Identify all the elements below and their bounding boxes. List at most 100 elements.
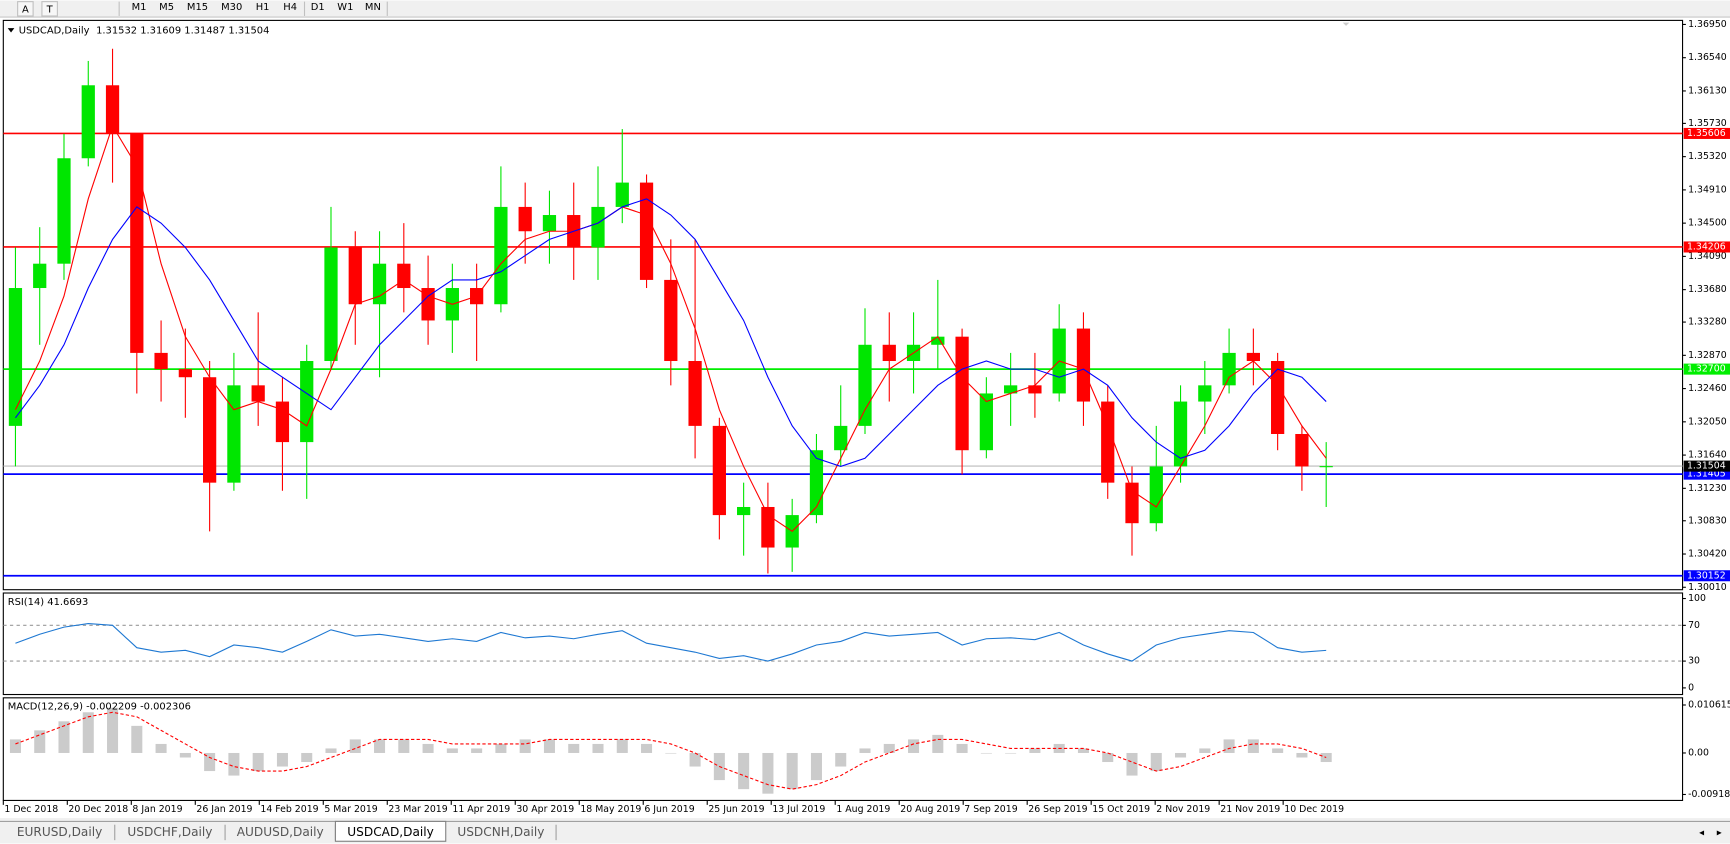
macd-bar [1175,752,1187,758]
candle-body [518,206,532,232]
candle-body [737,506,751,516]
x-tick-label: 10 Dec 2019 [1284,804,1344,815]
timeframe-button[interactable]: M1 [132,2,147,13]
level-price-label: 1.35606 [1687,128,1726,139]
moving-average [14,124,1327,533]
y-tick-label: 1.36130 [1688,85,1727,96]
pane-frame [2,19,1684,591]
candle-body [882,344,896,362]
tab-active [334,820,447,842]
candle-body [1173,401,1188,467]
level-price-box [1683,241,1730,253]
y-tick-label: 1.36540 [1688,52,1727,63]
candle-body [81,85,95,159]
candle-body [397,263,411,289]
timeframe-button[interactable]: M30 [221,2,242,13]
scroll-left[interactable]: ◂ [1699,827,1704,838]
shift-marker [1342,22,1350,26]
macd-bar [179,752,191,758]
y-tick-label: 1.31230 [1688,483,1727,494]
y-tick-label: -0.009181 [1688,789,1730,800]
macd-bar [276,752,288,767]
level-price-label: 1.30152 [1687,570,1726,581]
y-tick-label: 1.34090 [1688,251,1727,262]
macd-bar [1247,739,1259,753]
macd-bar [9,739,21,753]
timeframe-button[interactable]: H4 [283,2,297,13]
y-tick-label: 0 [1688,682,1694,693]
x-tick-label: 20 Dec 2018 [68,804,128,815]
candle-body [1076,328,1091,402]
macd-bar [859,748,871,753]
timeframe-button[interactable]: W1 [337,2,353,13]
macd-bar [908,739,920,753]
candle-body [348,247,362,305]
x-tick-label: 26 Jan 2019 [196,804,252,815]
candle-body [178,369,192,378]
macd-bar [810,752,822,781]
x-tick-label: 6 Jun 2019 [644,804,694,815]
x-tick-label: 18 May 2019 [580,804,641,815]
macd-bar [641,743,653,753]
chart-title: USDCAD,Daily 1.31532 1.31609 1.31487 1.31… [19,25,270,36]
tab[interactable]: EURUSD,Daily [17,825,102,839]
macd-bar [446,748,458,753]
x-tick-label: 15 Oct 2019 [1092,804,1150,815]
macd-bar [495,743,507,753]
macd-bar [1199,748,1211,753]
tool-button[interactable] [17,1,34,17]
macd-bar [1005,752,1017,754]
candle-body [300,361,314,443]
tool-label: T [46,4,54,15]
x-tick-label: 7 Sep 2019 [964,804,1017,815]
tab[interactable]: USDCHF,Daily [127,825,212,839]
candle-body [809,450,824,516]
candle-body [688,361,702,426]
y-tick-label: 30 [1688,656,1700,667]
candle-body [542,215,557,232]
candle-body [955,336,969,451]
candle-body [858,344,872,426]
candle-body [1149,466,1163,524]
timeframe-button[interactable]: M5 [159,2,174,13]
tab[interactable]: USDCNH,Daily [457,825,544,839]
macd-bar [58,721,70,753]
timeframe-button[interactable]: MN [365,2,381,13]
timeframe-button[interactable]: D1 [311,2,325,13]
macd-bar [471,748,483,753]
macd-bar [131,725,143,753]
toolbar [0,0,1730,18]
candle-body [8,288,23,426]
timeframe-button[interactable]: M15 [187,2,208,13]
moving-average [15,198,1327,468]
macd-bar [374,739,386,753]
tool-button[interactable] [41,1,58,17]
collapse-arrow[interactable] [7,28,15,33]
macd-bar [155,743,167,753]
last-price-label: 1.31504 [1687,461,1726,472]
candle-body [105,85,120,134]
candle-body [203,377,217,483]
rsi-line [15,622,1327,662]
candle-body [1028,385,1042,394]
candle-body [761,506,775,548]
macd-bar [592,743,604,753]
x-tick-label: 1 Dec 2018 [4,804,58,815]
x-tick-label: 23 Mar 2019 [388,804,447,815]
macd-bar [228,752,240,776]
candle-body [494,206,508,305]
timeframe-button[interactable]: H1 [256,2,270,13]
macd-bar [786,752,798,790]
candle-body [1004,385,1018,394]
tab[interactable]: USDCAD,Daily [347,825,434,839]
macd-bar [34,730,46,753]
scroll-right[interactable]: ▸ [1717,827,1722,838]
candle-body [324,247,338,362]
y-tick-label: 1.30420 [1688,549,1727,560]
indicator-title: RSI(14) 41.6693 [8,597,89,608]
tab[interactable]: AUDUSD,Daily [237,825,324,839]
candle-body [57,158,71,264]
macd-bar [301,752,313,763]
